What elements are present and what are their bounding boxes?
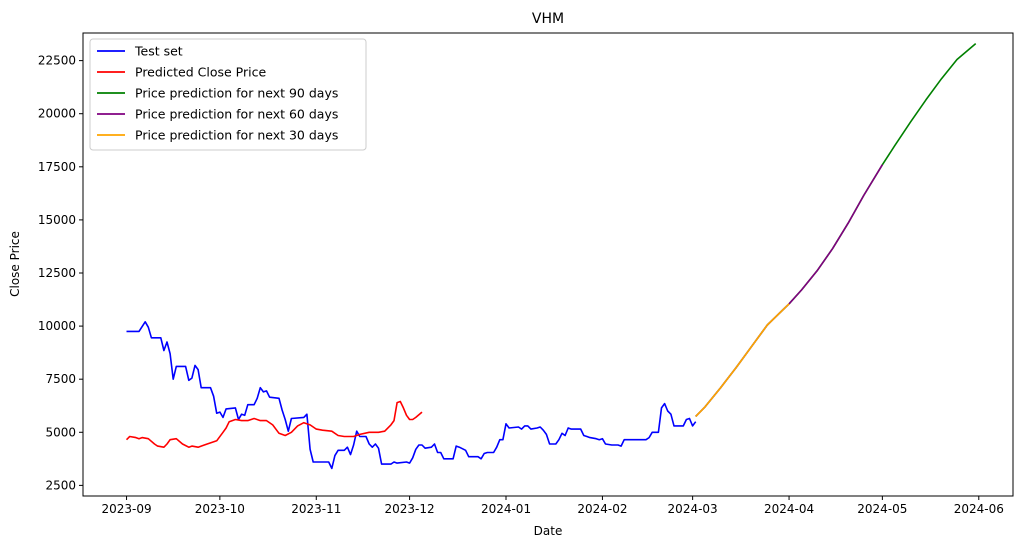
x-tick-label: 2023-10 (195, 502, 245, 516)
y-axis-label: Close Price (8, 231, 22, 297)
chart-title: VHM (532, 11, 564, 27)
legend-label-5: Price prediction for next 30 days (135, 128, 338, 143)
plot-area-frame (82, 32, 1014, 497)
y-tick-label: 2500 (45, 478, 76, 492)
series-line-5 (695, 303, 790, 417)
x-tick-label: 2023-11 (291, 502, 341, 516)
legend-label-1: Test set (134, 44, 183, 59)
y-tick-label: 10000 (38, 319, 76, 333)
x-tick-label: 2023-12 (385, 502, 435, 516)
y-axis: 2500 5000 7500 10000 12500 15000 17500 20000 225… (38, 54, 83, 492)
plot-lines (125, 42, 977, 470)
legend-box (89, 38, 367, 151)
y-tick-label: 7500 (45, 372, 76, 386)
legend: Test set Predicted Close Price Price predi… (89, 38, 367, 151)
y-tick-label: 12500 (38, 266, 76, 280)
y-tick-label: 17500 (38, 160, 76, 174)
series-line-1 (126, 321, 697, 470)
x-tick-label: 2024-05 (857, 502, 907, 516)
x-tick-label: 2023-09 (101, 502, 151, 516)
x-axis-label: Date (534, 524, 563, 538)
x-axis: 2023-09 2023-10 2023-11 2023-12 2024-01 2024-… (101, 496, 1004, 516)
y-tick-label: 5000 (45, 425, 76, 439)
x-tick-label: 2024-03 (668, 502, 718, 516)
y-tick-label: 15000 (38, 213, 76, 227)
y-tick-label: 20000 (38, 107, 76, 121)
x-tick-label: 2024-02 (577, 502, 627, 516)
y-tick-label: 22500 (38, 54, 76, 68)
legend-label-4: Price prediction for next 60 days (135, 107, 338, 122)
series-line-2 (125, 400, 423, 448)
legend-label-3: Price prediction for next 90 days (135, 86, 338, 101)
x-tick-label: 2024-01 (481, 502, 531, 516)
legend-label-2: Predicted Close Price (135, 65, 266, 80)
x-tick-label: 2024-04 (764, 502, 814, 516)
x-tick-label: 2024-06 (954, 502, 1004, 516)
